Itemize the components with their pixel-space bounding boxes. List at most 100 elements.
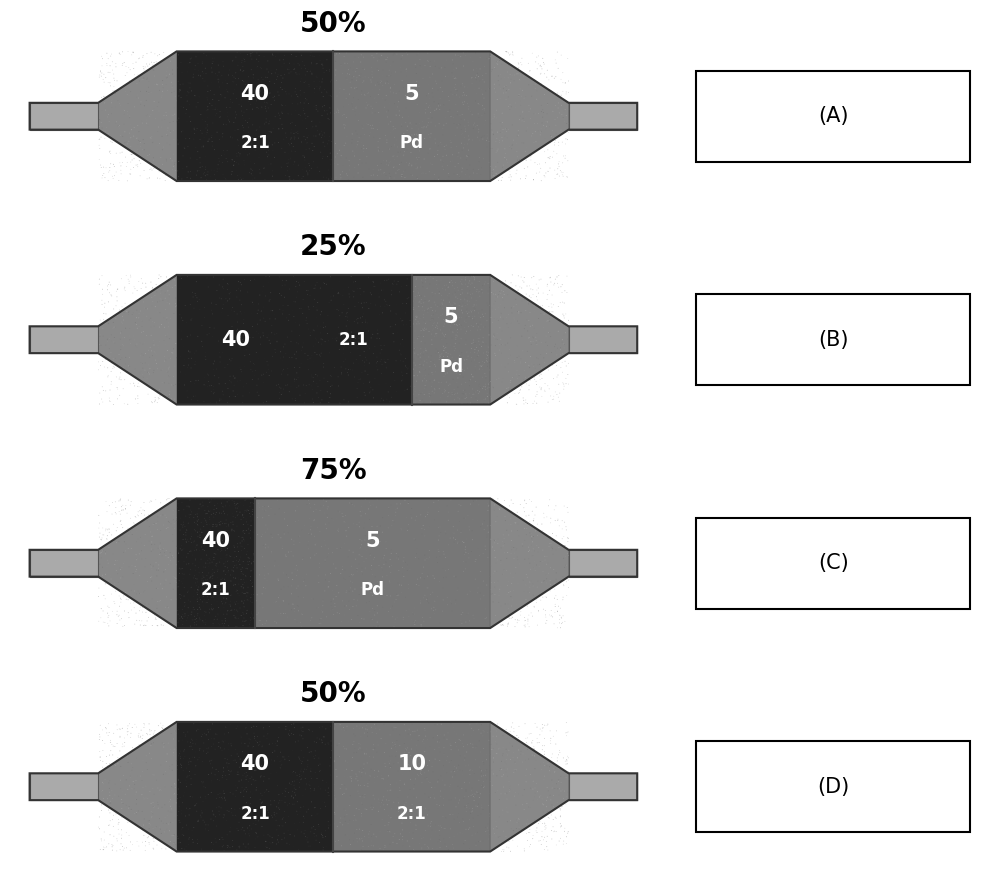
- Point: [316, 534, 332, 548]
- Point: [185, 557, 201, 571]
- Point: [454, 278, 470, 292]
- Point: [477, 103, 493, 117]
- Point: [261, 138, 277, 152]
- Point: [408, 332, 424, 346]
- Point: [101, 394, 117, 409]
- Point: [508, 96, 524, 110]
- Point: [395, 539, 411, 553]
- Point: [468, 753, 484, 767]
- Point: [91, 732, 107, 746]
- Point: [441, 280, 457, 294]
- Point: [376, 548, 392, 562]
- Point: [107, 320, 123, 334]
- Point: [355, 839, 371, 854]
- Point: [407, 615, 423, 629]
- Point: [238, 504, 254, 519]
- Point: [557, 148, 573, 163]
- Point: [104, 96, 120, 110]
- Point: [535, 103, 551, 117]
- Point: [189, 101, 205, 115]
- Point: [225, 568, 241, 582]
- Point: [179, 360, 195, 375]
- Point: [426, 386, 442, 401]
- Point: [411, 316, 427, 331]
- Point: [396, 760, 412, 774]
- Point: [165, 829, 181, 843]
- Point: [92, 68, 108, 82]
- Point: [171, 836, 187, 850]
- Point: [248, 814, 264, 828]
- Point: [353, 831, 369, 846]
- Point: [284, 578, 300, 593]
- Point: [150, 619, 166, 633]
- Point: [249, 317, 265, 332]
- Point: [202, 495, 218, 510]
- Point: [132, 335, 148, 350]
- Point: [475, 309, 491, 324]
- Point: [287, 514, 303, 528]
- Point: [218, 551, 234, 565]
- Point: [135, 276, 151, 291]
- Point: [322, 130, 338, 144]
- Point: [223, 516, 239, 530]
- Point: [296, 75, 312, 89]
- Point: [423, 814, 439, 829]
- Point: [301, 829, 317, 843]
- Point: [291, 90, 307, 105]
- Point: [552, 608, 568, 622]
- Point: [299, 763, 315, 777]
- Point: [242, 531, 258, 545]
- Point: [402, 379, 418, 393]
- Point: [487, 48, 503, 63]
- Point: [432, 829, 448, 843]
- Point: [287, 829, 303, 843]
- Point: [393, 521, 409, 536]
- Point: [508, 561, 524, 575]
- Point: [236, 63, 252, 78]
- Point: [435, 361, 451, 375]
- Point: [347, 299, 363, 314]
- Point: [260, 275, 276, 290]
- Point: [169, 758, 185, 772]
- Point: [197, 560, 213, 574]
- Point: [454, 362, 470, 376]
- Point: [545, 730, 561, 744]
- Point: [194, 139, 210, 154]
- Point: [357, 802, 373, 816]
- Point: [496, 71, 512, 85]
- Point: [502, 391, 518, 405]
- Point: [508, 101, 524, 115]
- Point: [283, 379, 299, 393]
- Point: [206, 731, 222, 746]
- Point: [142, 361, 158, 375]
- Point: [211, 601, 227, 615]
- Point: [189, 122, 205, 136]
- Point: [258, 269, 274, 283]
- Point: [322, 146, 338, 160]
- Point: [170, 47, 186, 62]
- Point: [177, 607, 193, 621]
- Point: [532, 380, 548, 394]
- Point: [465, 54, 481, 68]
- Point: [431, 528, 447, 543]
- Point: [522, 800, 538, 814]
- Point: [170, 722, 186, 737]
- Point: [323, 153, 339, 167]
- Point: [527, 780, 543, 795]
- Point: [259, 574, 275, 588]
- Point: [308, 536, 324, 551]
- Point: [363, 817, 379, 831]
- Point: [342, 497, 358, 511]
- Point: [461, 129, 477, 143]
- Point: [343, 269, 359, 283]
- Point: [478, 753, 494, 767]
- Point: [453, 607, 469, 621]
- Point: [533, 125, 549, 139]
- Point: [471, 122, 487, 137]
- Point: [418, 740, 434, 755]
- Point: [449, 317, 465, 332]
- Point: [211, 151, 227, 165]
- Point: [394, 365, 410, 379]
- Point: [421, 54, 437, 68]
- Point: [382, 58, 398, 72]
